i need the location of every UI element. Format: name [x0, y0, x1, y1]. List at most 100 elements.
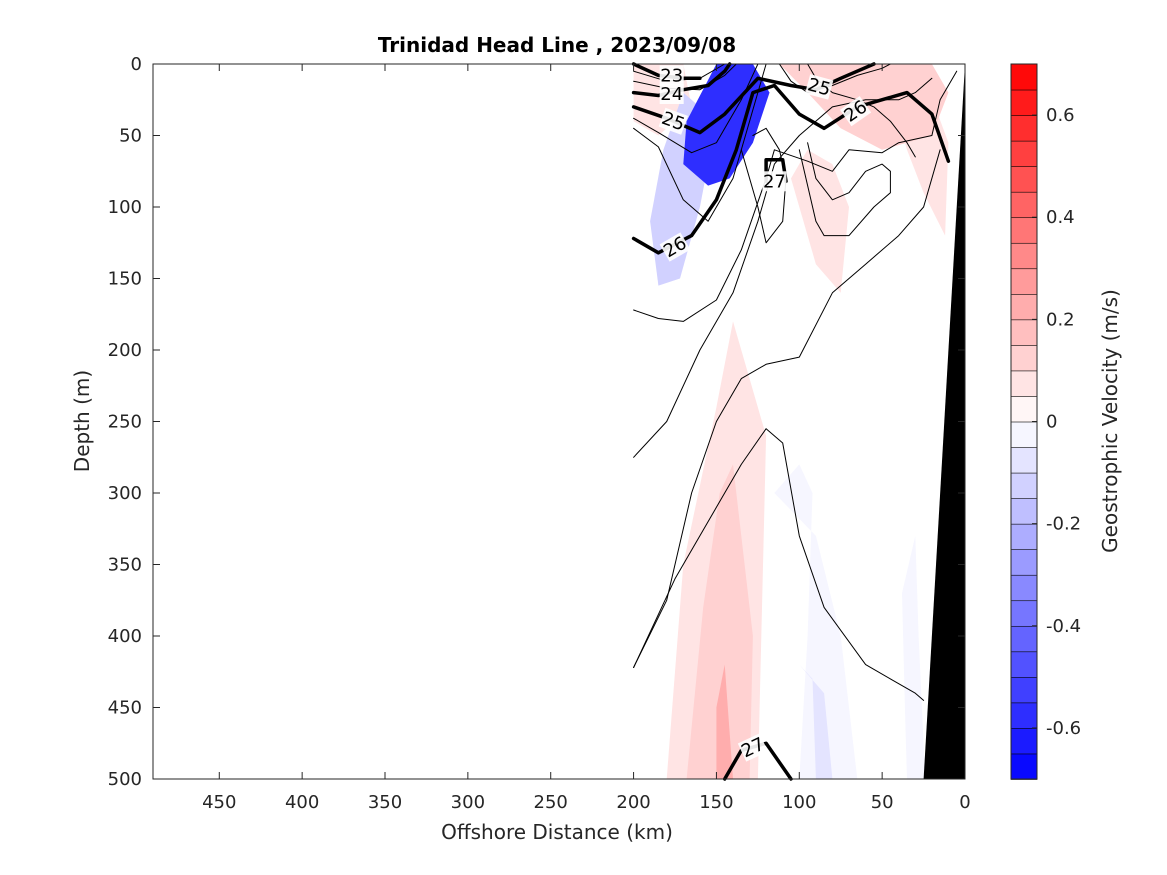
velocity-patch-neg-near-shelf	[902, 535, 926, 779]
y-tick-label: 500	[108, 769, 142, 790]
y-tick-label: 100	[108, 197, 142, 218]
x-axis-label: Offshore Distance (km)	[441, 820, 673, 844]
velocity-patch-pos-mid-column	[791, 149, 849, 293]
contour-label-group: 25	[805, 74, 834, 100]
colorbar-swatch	[1010, 63, 1038, 91]
x-tick-label: 200	[616, 792, 650, 813]
colorbar-tick-label: 0.4	[1046, 207, 1075, 228]
colorbar-swatch	[1010, 216, 1038, 244]
velocity-patch-neg-deep-ridge	[774, 464, 858, 779]
y-tick-label: 0	[131, 54, 142, 75]
x-axis-ticks: 450 400 350 300 250 200 150 100 50 0	[202, 64, 971, 813]
contour-label-backdrop	[659, 232, 691, 262]
seafloor-polygon	[923, 64, 965, 779]
colorbar-swatch	[1010, 293, 1038, 321]
colorbar-ticks: 0.6 0.4 0.2 0 -0.2 -0.4 -0.6	[1032, 105, 1081, 739]
y-axis-label: Depth (m)	[70, 370, 94, 472]
colorbar-tick-label: -0.2	[1046, 514, 1081, 535]
colorbar-swatch	[1010, 625, 1038, 653]
contour-label-backdrop	[805, 74, 834, 100]
velocity-patch-neg-deep-core	[799, 664, 833, 779]
isopycnal-24-line	[631, 62, 732, 98]
x-tick-label: 50	[871, 792, 894, 813]
isopycnal-26-line	[631, 83, 951, 255]
colorbar-swatch	[1010, 191, 1038, 219]
colorbar-tick-label: 0.2	[1046, 309, 1075, 330]
contour-label-backdrop	[762, 171, 787, 192]
seafloor	[923, 64, 965, 779]
colorbar-swatch	[1010, 140, 1038, 167]
colorbar-tick-label: 0	[1046, 412, 1057, 433]
y-tick-label: 50	[119, 126, 142, 147]
x-tick-label: 250	[534, 792, 568, 813]
y-tick-label: 150	[108, 269, 142, 290]
colorbar-tick-label: 0.6	[1046, 105, 1075, 126]
colorbar-label: Geostrophic Velocity (m/s)	[1098, 289, 1122, 553]
y-tick-label: 400	[108, 626, 142, 647]
colorbar: 0.6 0.4 0.2 0 -0.2 -0.4 -0.6 Geostrophic Veloc…	[1010, 63, 1122, 780]
isopycnal-line	[740, 127, 787, 244]
y-tick-label: 300	[108, 483, 142, 504]
contour-label-backdrop	[840, 96, 872, 127]
colorbar-swatch	[1010, 651, 1038, 678]
colorbar-tick-label: -0.4	[1046, 616, 1081, 637]
colorbar-tick-label: -0.6	[1046, 718, 1081, 739]
contour-label-group: 27	[762, 171, 787, 192]
contour-label: 24	[660, 84, 683, 105]
colorbar-swatch	[1010, 242, 1038, 270]
colorbar-swatch	[1010, 574, 1038, 602]
y-tick-label: 200	[108, 340, 142, 361]
colorbar-swatch	[1010, 599, 1038, 627]
contour-label-group: 23	[659, 65, 684, 86]
y-tick-label: 350	[108, 555, 142, 576]
contour-label-backdrop	[659, 65, 684, 86]
colorbar-swatch	[1010, 676, 1038, 704]
isopycnal-line	[633, 149, 941, 668]
x-tick-label: 300	[451, 792, 485, 813]
x-tick-label: 0	[959, 792, 970, 813]
isopycnal-line	[633, 63, 767, 222]
colorbar-swatch	[1010, 753, 1038, 780]
x-tick-label: 150	[699, 792, 733, 813]
colorbar-swatch	[1010, 446, 1038, 474]
chart-title: Trinidad Head Line , 2023/09/08	[378, 33, 736, 57]
colorbar-swatch	[1010, 497, 1038, 525]
y-tick-label: 450	[108, 698, 142, 719]
contour-label-backdrop	[737, 733, 769, 762]
isopycnal-line	[633, 428, 925, 701]
colorbar-swatches	[1010, 63, 1038, 780]
y-axis-ticks: 0 50 100 150 200 250 300 350 400 450 500	[108, 54, 965, 790]
velocity-patch-pos-deep-core	[686, 464, 753, 779]
colorbar-swatch	[1010, 267, 1038, 295]
x-tick-label: 350	[368, 792, 402, 813]
colorbar-swatch	[1010, 165, 1038, 193]
colorbar-swatch	[1010, 523, 1038, 550]
x-tick-label: 100	[782, 792, 816, 813]
colorbar-swatch	[1010, 548, 1038, 576]
colorbar-swatch	[1010, 114, 1038, 142]
y-tick-label: 250	[108, 412, 142, 433]
contour-label: 23	[660, 65, 683, 86]
colorbar-swatch	[1010, 421, 1038, 448]
colorbar-swatch	[1010, 702, 1038, 729]
isopycnal-line	[633, 70, 958, 322]
contour-label-group: 24	[659, 84, 684, 105]
colorbar-swatch	[1010, 727, 1038, 755]
x-tick-label: 450	[202, 792, 236, 813]
contour-label-backdrop	[658, 107, 688, 135]
isopycnal-line	[798, 142, 891, 237]
colorbar-swatch	[1010, 344, 1038, 372]
isopycnal-line	[633, 77, 933, 458]
colorbar-swatch	[1010, 370, 1038, 397]
colorbar-swatch	[1010, 319, 1038, 346]
isopycnal-line	[633, 63, 759, 154]
contour-label: 27	[763, 171, 786, 192]
isopycnal-line	[633, 63, 737, 91]
colorbar-swatch	[1010, 89, 1038, 116]
velocity-patch-pos-deep-strong	[716, 664, 733, 779]
x-tick-label: 400	[285, 792, 319, 813]
colorbar-swatch	[1010, 472, 1038, 499]
colorbar-swatch	[1010, 395, 1038, 423]
